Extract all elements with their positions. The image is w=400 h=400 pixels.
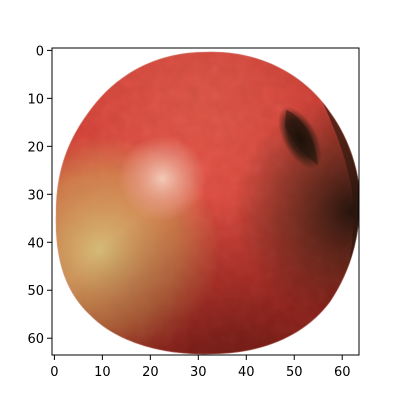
- x-tick-label: 30: [190, 365, 207, 380]
- x-tick-label: 50: [286, 365, 303, 380]
- x-tick-label: 20: [142, 365, 159, 380]
- x-tick-label: 10: [94, 365, 111, 380]
- apple-right-shadow: [55, 51, 359, 355]
- y-tick-label: 40: [27, 236, 44, 251]
- y-tick-label: 60: [27, 332, 44, 347]
- y-tick-label: 50: [27, 284, 44, 299]
- y-axis: 0 10 20 30 40 50 60: [27, 44, 52, 347]
- apple-cavity-shadow: [285, 110, 318, 165]
- y-tick-label: 20: [27, 140, 44, 155]
- x-axis: 0 10 20 30 40 50 60: [50, 355, 350, 380]
- apple-icon: [55, 51, 359, 355]
- y-tick-label: 0: [36, 44, 44, 59]
- plot-frame: [51, 47, 360, 356]
- apple-outline: [55, 51, 359, 355]
- y-tick-label: 10: [27, 92, 44, 107]
- y-tick-label: 30: [27, 188, 44, 203]
- x-tick-label: 0: [50, 365, 58, 380]
- x-tick-label: 60: [334, 365, 351, 380]
- x-tick-label: 40: [238, 365, 255, 380]
